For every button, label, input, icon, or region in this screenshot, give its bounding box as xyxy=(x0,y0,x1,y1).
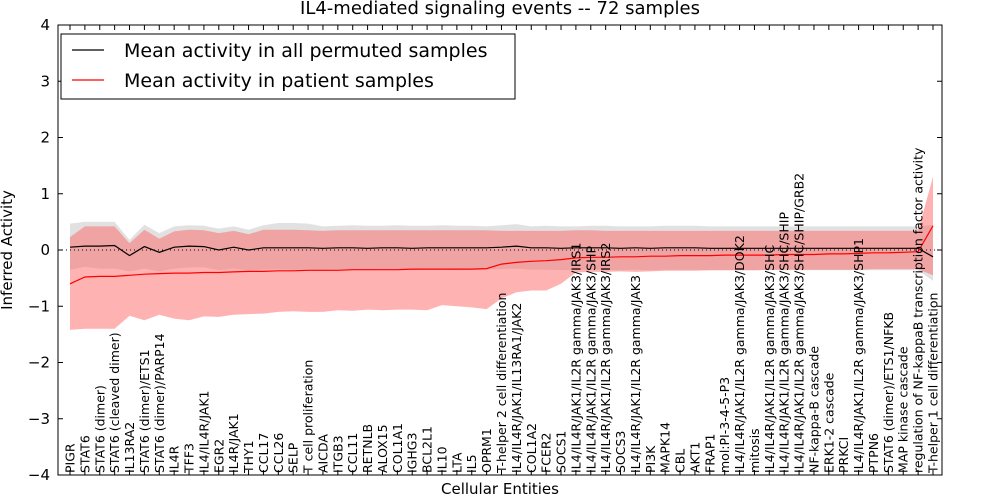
x-tick-label: STAT6 (dimer) xyxy=(92,385,107,473)
x-tick-label: BCL2L1 xyxy=(420,426,435,473)
x-tick-label: IL4/IL4R/JAK1 xyxy=(196,391,211,473)
y-tick-label: −1 xyxy=(28,297,50,315)
x-tick-label: MAP kinase cascade xyxy=(896,346,911,473)
x-tick-label: COL1A2 xyxy=(524,423,539,473)
legend-label-patient: Mean activity in patient samples xyxy=(124,70,434,92)
x-tick-label: IL4R/JAK1 xyxy=(226,413,241,473)
y-tick-label: 3 xyxy=(40,72,50,90)
confidence-bands xyxy=(70,176,933,330)
x-tick-label: ITGB3 xyxy=(330,435,345,473)
x-tick-label: CBL xyxy=(673,449,688,473)
x-tick-label: IL13RA2 xyxy=(122,422,137,473)
x-tick-label: T cell proliferation xyxy=(301,360,316,474)
x-axis-label: Cellular Entities xyxy=(441,480,559,498)
legend-box xyxy=(60,33,516,100)
x-tick-label: STAT6 (dimer)/ETS1 xyxy=(137,349,152,473)
x-tick-label: EGR2 xyxy=(211,439,226,473)
x-tick-label: MAPK14 xyxy=(658,422,673,473)
x-tick-label: IL4/IL4R/JAK1/IL2R gamma/JAK3/DOK2 xyxy=(732,235,747,473)
x-tick-label: mitosis xyxy=(747,428,762,473)
y-tick-label: 4 xyxy=(40,16,50,34)
x-axis-ticks: PIGR STAT6 STAT6 (dimer) STAT6 (cleaved dim… xyxy=(63,25,941,475)
x-tick-label: IL4/IL4R/JAK1/IL2R gamma/JAK3/SHC/SHIP xyxy=(777,212,792,473)
x-tick-label: IL5 xyxy=(464,454,479,473)
x-tick-label: PIGR xyxy=(63,443,78,473)
x-tick-label: IGHG3 xyxy=(405,433,420,473)
y-tick-label: −2 xyxy=(28,354,50,372)
x-tick-label: STAT6 (dimer)/PARP14 xyxy=(152,333,167,473)
x-tick-label: FRAP1 xyxy=(702,434,717,473)
x-tick-label: regulation of NF-kappaB transcription fa… xyxy=(911,147,926,473)
y-axis-ticks: −4 −3 −2 −1 0 1 2 3 4 xyxy=(28,16,942,484)
x-tick-label: IL4/IL4R/JAK1/IL2R gamma/JAK3 xyxy=(628,275,643,473)
x-tick-label: CCL11 xyxy=(345,433,360,473)
x-tick-label: NF-kappa-B cascade xyxy=(807,346,822,473)
x-tick-label: IL4/IL4R/JAK1/IL2R gamma/JAK3/IRS1 xyxy=(568,243,583,473)
x-tick-label: COL1A1 xyxy=(390,423,405,473)
y-tick-label: 1 xyxy=(40,185,50,203)
x-tick-label: CCL17 xyxy=(256,433,271,473)
x-tick-label: IL4/IL4R/JAK1/IL2R gamma/JAK3/SHP1 xyxy=(851,238,866,473)
x-tick-label: RETNLB xyxy=(360,424,375,473)
x-tick-label: SELP xyxy=(286,442,301,473)
legend: Mean activity in all permuted samples Me… xyxy=(60,33,516,100)
x-tick-label: LTA xyxy=(449,452,464,473)
y-tick-label: 0 xyxy=(40,241,50,259)
x-tick-label: IL10 xyxy=(435,446,450,473)
y-axis-label: Inferred Activity xyxy=(0,190,16,310)
x-tick-label: TFF3 xyxy=(182,443,197,474)
x-tick-label: AICDA xyxy=(315,434,330,473)
patient-mean-line xyxy=(69,225,934,285)
x-tick-label: mol:PI-3-4-5-P3 xyxy=(717,377,732,473)
x-tick-label: STAT6 xyxy=(77,435,92,473)
x-tick-label: PRKCI xyxy=(836,437,851,473)
x-tick-label: OPRM1 xyxy=(479,428,494,473)
x-tick-label: STAT6 (dimer)/ETS1/NFKB xyxy=(881,312,896,473)
y-tick-label: −4 xyxy=(28,466,50,484)
x-tick-label: T-helper 1 cell differentiation xyxy=(926,293,941,474)
x-tick-label: CCL26 xyxy=(271,433,286,473)
legend-label-permuted: Mean activity in all permuted samples xyxy=(124,40,487,62)
x-tick-label: PI3K xyxy=(643,445,658,473)
x-tick-label: IL4/IL4R/JAK1/IL2R gamma/JAK3/IRS2 xyxy=(598,243,613,473)
x-tick-label: ALOX15 xyxy=(375,424,390,473)
x-tick-label: FCER2 xyxy=(539,433,554,473)
x-tick-label: IL4/IL4R/JAK1/IL2R gamma/JAK3/SHP xyxy=(583,246,598,473)
patient-band xyxy=(70,176,933,330)
x-tick-label: THY1 xyxy=(241,440,256,474)
y-tick-label: 2 xyxy=(40,129,50,147)
x-tick-label: IL4/IL4R/JAK1/IL2R gamma/JAK3/SHC/SHIP/G… xyxy=(792,173,807,473)
y-tick-label: −3 xyxy=(28,410,50,428)
x-tick-label: PTPN6 xyxy=(866,433,881,473)
x-tick-label: IL4/IL4R/JAK1/IL13RA1/JAK2 xyxy=(509,303,524,473)
x-tick-label: T-helper 2 cell differentiation xyxy=(494,293,509,474)
x-tick-label: IL4R xyxy=(167,445,182,473)
series-lines xyxy=(69,225,934,285)
x-tick-label: SOCS3 xyxy=(613,431,628,473)
x-tick-label: STAT6 (cleaved dimer) xyxy=(107,332,122,473)
x-tick-label: AKT1 xyxy=(687,442,702,473)
chart-title: IL4-mediated signaling events -- 72 samp… xyxy=(300,0,700,19)
x-tick-label: ERK1-2 cascade xyxy=(821,372,836,473)
x-tick-label: IL4/IL4R/JAK1/IL2R gamma/JAK3/SHC xyxy=(762,245,777,473)
x-tick-label: SOCS1 xyxy=(554,431,569,473)
permuted-mean-line xyxy=(69,244,934,258)
